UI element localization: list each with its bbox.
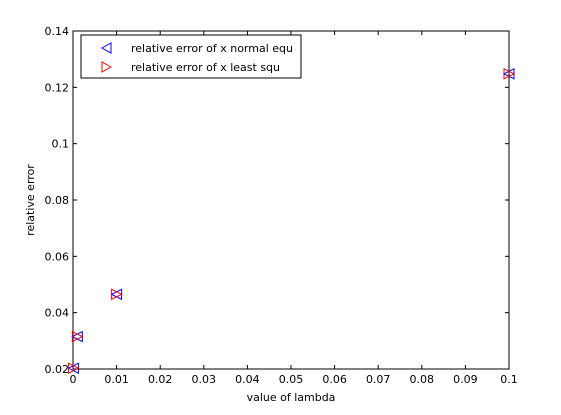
data-points [67,68,516,374]
x-tick-label: 0.08 [410,373,435,386]
legend-marker-normal-equ [100,42,112,54]
legend-label-least-squ: relative error of x least squ [131,61,280,74]
x-tick-label: 0.09 [453,373,478,386]
legend-label-normal-equ: relative error of x normal equ [131,42,293,55]
y-tick-label: 0.06 [45,250,70,263]
y-tick-label: 0.14 [45,25,70,38]
y-tick-label: 0.08 [45,194,70,207]
x-tick-label: 0.01 [104,373,129,386]
x-tick-label: 0.04 [235,373,260,386]
data-point-series-1 [503,68,516,80]
y-tick-label: 0.1 [52,138,70,151]
data-point-series-1 [71,330,84,343]
y-tick-label: 0.12 [45,81,70,94]
x-tick-label: 0.02 [148,373,173,386]
y-axis-ticks: 0.02 0.04 0.06 0.08 0.1 0.12 0.14 [45,25,509,376]
x-axis-ticks: 0 0.01 0.02 0.03 0.04 0.05 0.06 0.07 0.08 0.09 0.1 [70,31,518,386]
x-tick-label: 0.06 [322,373,347,386]
x-tick-label: 0.05 [279,373,304,386]
data-point-series-1 [67,362,80,374]
y-axis-label: relative error [24,164,37,236]
y-tick-label: 0.02 [45,363,70,376]
legend-marker-least-squ [101,61,113,73]
y-tick-label: 0.04 [45,307,70,320]
x-tick-label: 0.03 [192,373,217,386]
plot-area [72,30,510,370]
legend: relative error of x normal equ relative … [80,34,302,79]
x-tick-label: 0.07 [366,373,391,386]
x-axis-label: value of lambda [247,391,336,404]
legend-box [80,34,302,79]
data-point-series-1 [111,288,123,301]
x-tick-label: 0 [70,373,77,386]
x-tick-label: 0.1 [500,373,518,386]
